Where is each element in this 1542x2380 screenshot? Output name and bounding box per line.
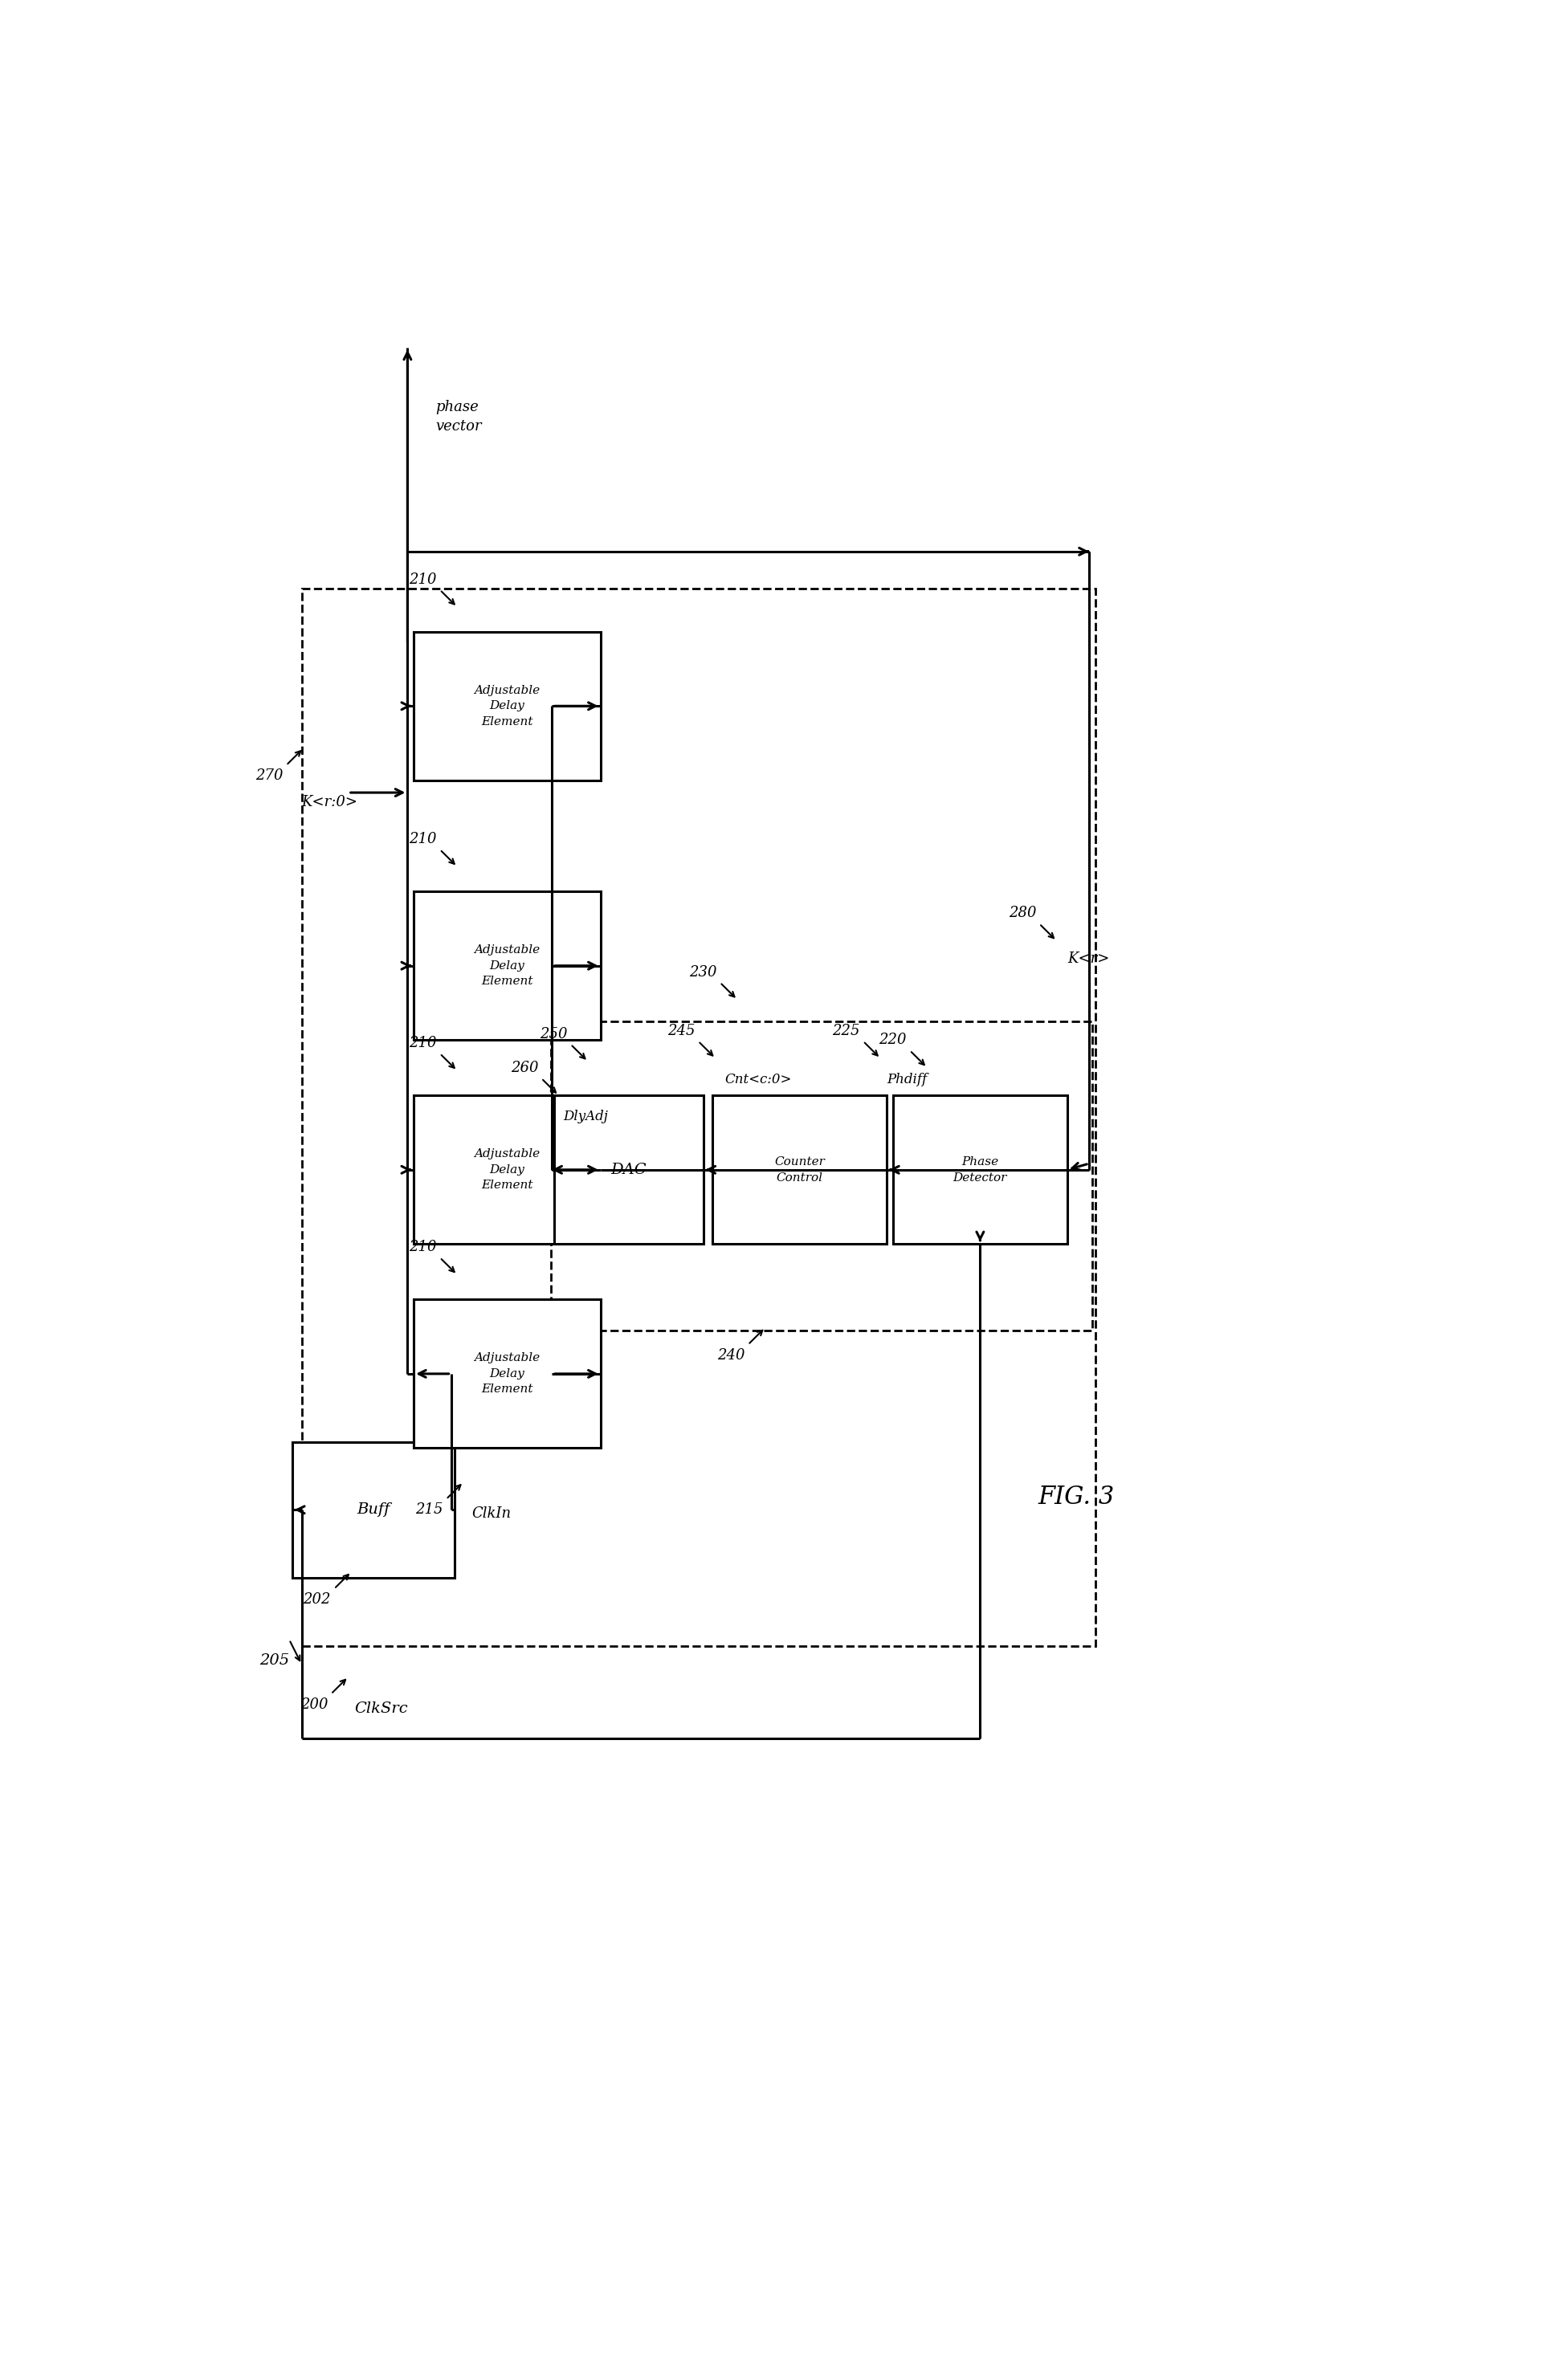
Text: ClkSrc: ClkSrc — [355, 1702, 409, 1716]
Text: 245: 245 — [668, 1023, 695, 1038]
Text: 200: 200 — [301, 1697, 328, 1711]
Text: 270: 270 — [256, 769, 284, 783]
Text: 215: 215 — [415, 1502, 443, 1516]
Bar — [550, 1021, 1092, 1330]
Text: Adjustable
Delay
Element: Adjustable Delay Element — [473, 945, 540, 988]
Text: 230: 230 — [689, 964, 717, 978]
Text: 280: 280 — [1008, 907, 1036, 921]
Bar — [293, 1442, 455, 1578]
Text: FIG. 3: FIG. 3 — [1038, 1485, 1115, 1509]
Text: Phdiff: Phdiff — [887, 1073, 927, 1085]
Text: Adjustable
Delay
Element: Adjustable Delay Element — [473, 1352, 540, 1395]
Text: 210: 210 — [409, 1035, 436, 1050]
Text: K<r:0>: K<r:0> — [302, 795, 358, 809]
Text: 210: 210 — [409, 833, 436, 847]
Text: 220: 220 — [879, 1033, 907, 1047]
Text: 225: 225 — [833, 1023, 860, 1038]
Text: ClkIn: ClkIn — [472, 1507, 510, 1521]
Bar — [413, 892, 600, 1040]
Bar — [413, 631, 600, 781]
Text: phase
vector: phase vector — [435, 400, 481, 433]
Text: DAC: DAC — [611, 1161, 646, 1178]
Bar — [413, 1095, 600, 1245]
Text: Adjustable
Delay
Element: Adjustable Delay Element — [473, 1150, 540, 1190]
Text: 210: 210 — [409, 571, 436, 588]
Bar — [554, 1095, 703, 1245]
Bar — [712, 1095, 887, 1245]
Bar — [302, 588, 1095, 1647]
Text: K<r>: K<r> — [1067, 952, 1109, 966]
Text: Counter
Control: Counter Control — [774, 1157, 825, 1183]
Text: Adjustable
Delay
Element: Adjustable Delay Element — [473, 685, 540, 728]
Bar — [413, 1299, 600, 1447]
Text: Cnt<c:0>: Cnt<c:0> — [725, 1073, 793, 1085]
Text: DlyAdj: DlyAdj — [563, 1109, 608, 1123]
Text: Buff: Buff — [356, 1502, 390, 1516]
Text: 210: 210 — [409, 1240, 436, 1254]
Bar — [893, 1095, 1067, 1245]
Text: Phase
Detector: Phase Detector — [953, 1157, 1007, 1183]
Text: 202: 202 — [304, 1592, 332, 1607]
Text: 240: 240 — [717, 1347, 745, 1361]
Text: 250: 250 — [540, 1026, 567, 1040]
Text: 205: 205 — [259, 1654, 290, 1668]
Text: 260: 260 — [510, 1061, 538, 1076]
